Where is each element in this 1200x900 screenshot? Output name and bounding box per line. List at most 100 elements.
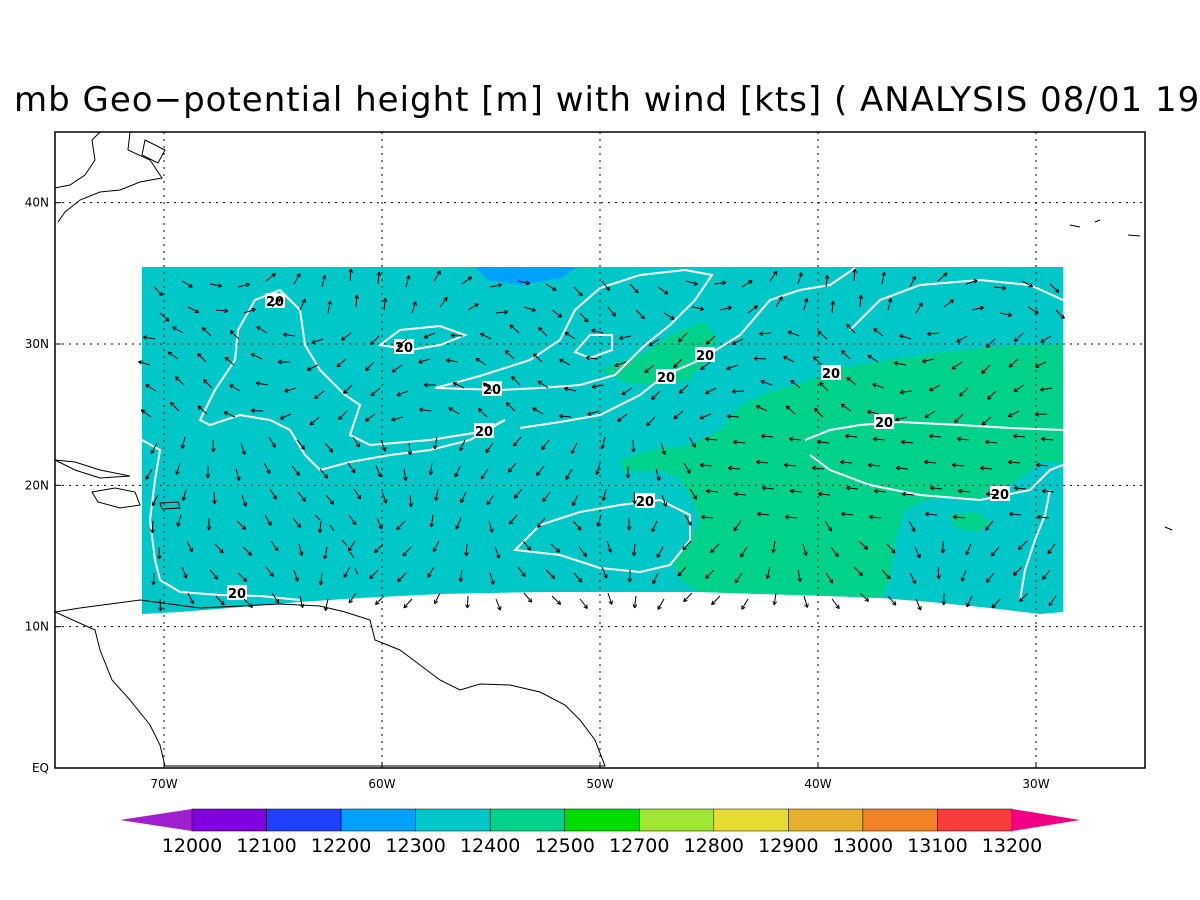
wind-arrow	[631, 439, 636, 453]
wind-arrow	[901, 491, 915, 497]
wind-arrow	[571, 494, 579, 507]
wind-arrow	[914, 546, 921, 559]
wind-arrow	[1049, 283, 1060, 293]
wind-arrow	[981, 416, 992, 426]
wind-arrow	[924, 511, 938, 517]
wind-arrow	[319, 468, 329, 479]
wind-arrow	[411, 301, 417, 314]
wind-arrow	[299, 298, 306, 311]
wind-arrow	[1012, 566, 1023, 576]
wind-arrow	[1018, 592, 1029, 602]
wind-arrow	[376, 271, 382, 285]
wind-arrow	[277, 359, 291, 365]
coast-cuba	[54, 459, 131, 479]
wind-arrow	[181, 566, 188, 579]
wind-arrow	[747, 305, 758, 314]
wind-arrow	[214, 543, 224, 554]
contour-east-top	[849, 278, 1064, 331]
wind-arrow	[382, 297, 388, 311]
wind-arrow	[824, 274, 830, 288]
wind-arrow	[296, 439, 306, 450]
wind-arrow	[517, 566, 526, 578]
wind-arrow	[951, 361, 963, 370]
coast-azores	[1069, 219, 1141, 237]
wind-arrow	[364, 413, 376, 422]
contour-label-bg	[821, 365, 841, 380]
wind-arrow	[369, 569, 379, 580]
contour-label: 20	[822, 367, 840, 382]
wind-arrow	[591, 384, 605, 389]
wind-arrow	[250, 408, 264, 413]
wind-arrow	[250, 353, 263, 360]
wind-arrow	[186, 540, 193, 553]
wind-arrow	[713, 280, 727, 286]
wind-arrow	[187, 306, 200, 314]
wind-arrow	[265, 566, 274, 577]
wind-arrow	[1012, 433, 1026, 439]
wind-arrow	[158, 598, 163, 612]
wind-arrow	[150, 442, 158, 454]
wind-arrow	[279, 413, 292, 420]
wind-arrow	[538, 327, 548, 337]
coastlines	[53, 131, 1173, 767]
lon-tick-label: 40W	[804, 777, 831, 791]
wind-arrow	[428, 462, 434, 476]
lon-tick-label: 60W	[368, 777, 395, 791]
wind-arrow	[465, 595, 470, 609]
colorbar-swatch	[489, 808, 565, 832]
colorbar-label: 12200	[311, 835, 371, 857]
wind-arrow	[719, 305, 733, 311]
coast-north-america	[54, 131, 163, 223]
wind-arrow	[224, 356, 235, 366]
contour-label-bg	[482, 381, 502, 396]
wind-arrow	[314, 390, 325, 399]
wind-arrow	[229, 384, 241, 392]
wind-arrow	[1013, 384, 1025, 393]
wind-arrow	[956, 436, 970, 442]
wind-arrow	[215, 595, 225, 606]
wind-arrow	[309, 416, 320, 426]
wind-arrow	[656, 546, 664, 558]
wind-arrow	[343, 566, 351, 578]
wind-arrow	[537, 517, 546, 528]
wind-arrow	[607, 592, 613, 605]
wind-arrow	[545, 569, 556, 579]
contour-label-bg	[635, 493, 655, 508]
wind-arrow	[558, 358, 571, 366]
wind-arrow	[908, 520, 916, 532]
wind-arrow	[758, 331, 772, 337]
wind-arrow	[958, 387, 969, 397]
wind-arrow	[755, 459, 769, 465]
contour-east-loop	[809, 454, 1064, 502]
wind-arrow	[841, 350, 851, 360]
wind-arrow	[523, 306, 536, 312]
colorbar-swatch	[788, 808, 864, 832]
wind-arrow	[923, 459, 937, 465]
wind-arrow	[293, 273, 301, 285]
wind-arrow	[408, 494, 414, 508]
wind-arrow	[936, 566, 941, 580]
coast-nova-scotia	[141, 139, 166, 164]
wind-arrow	[632, 595, 638, 609]
wind-arrow	[570, 442, 578, 455]
contour-label: 20	[266, 295, 284, 310]
wind-arrow	[893, 361, 907, 366]
wind-arrow	[655, 468, 661, 481]
wind-arrow	[306, 364, 319, 371]
wind-arrow	[243, 598, 253, 608]
wind-arrow	[1035, 462, 1049, 468]
wind-arrow	[782, 355, 795, 363]
contour-label: 20	[395, 341, 413, 356]
wind-arrow	[731, 389, 745, 394]
wind-arrow	[325, 494, 335, 505]
wind-arrow	[789, 488, 803, 494]
colorbar-swatch	[191, 808, 267, 832]
contour-label-bg	[394, 339, 414, 354]
wind-arrow	[536, 465, 545, 476]
wind-arrow	[760, 433, 774, 439]
wind-arrow	[375, 595, 385, 605]
colorbar-swatch	[340, 808, 416, 832]
wind-arrow	[601, 488, 607, 502]
wind-arrow	[505, 402, 516, 412]
wind-arrow	[803, 595, 809, 608]
